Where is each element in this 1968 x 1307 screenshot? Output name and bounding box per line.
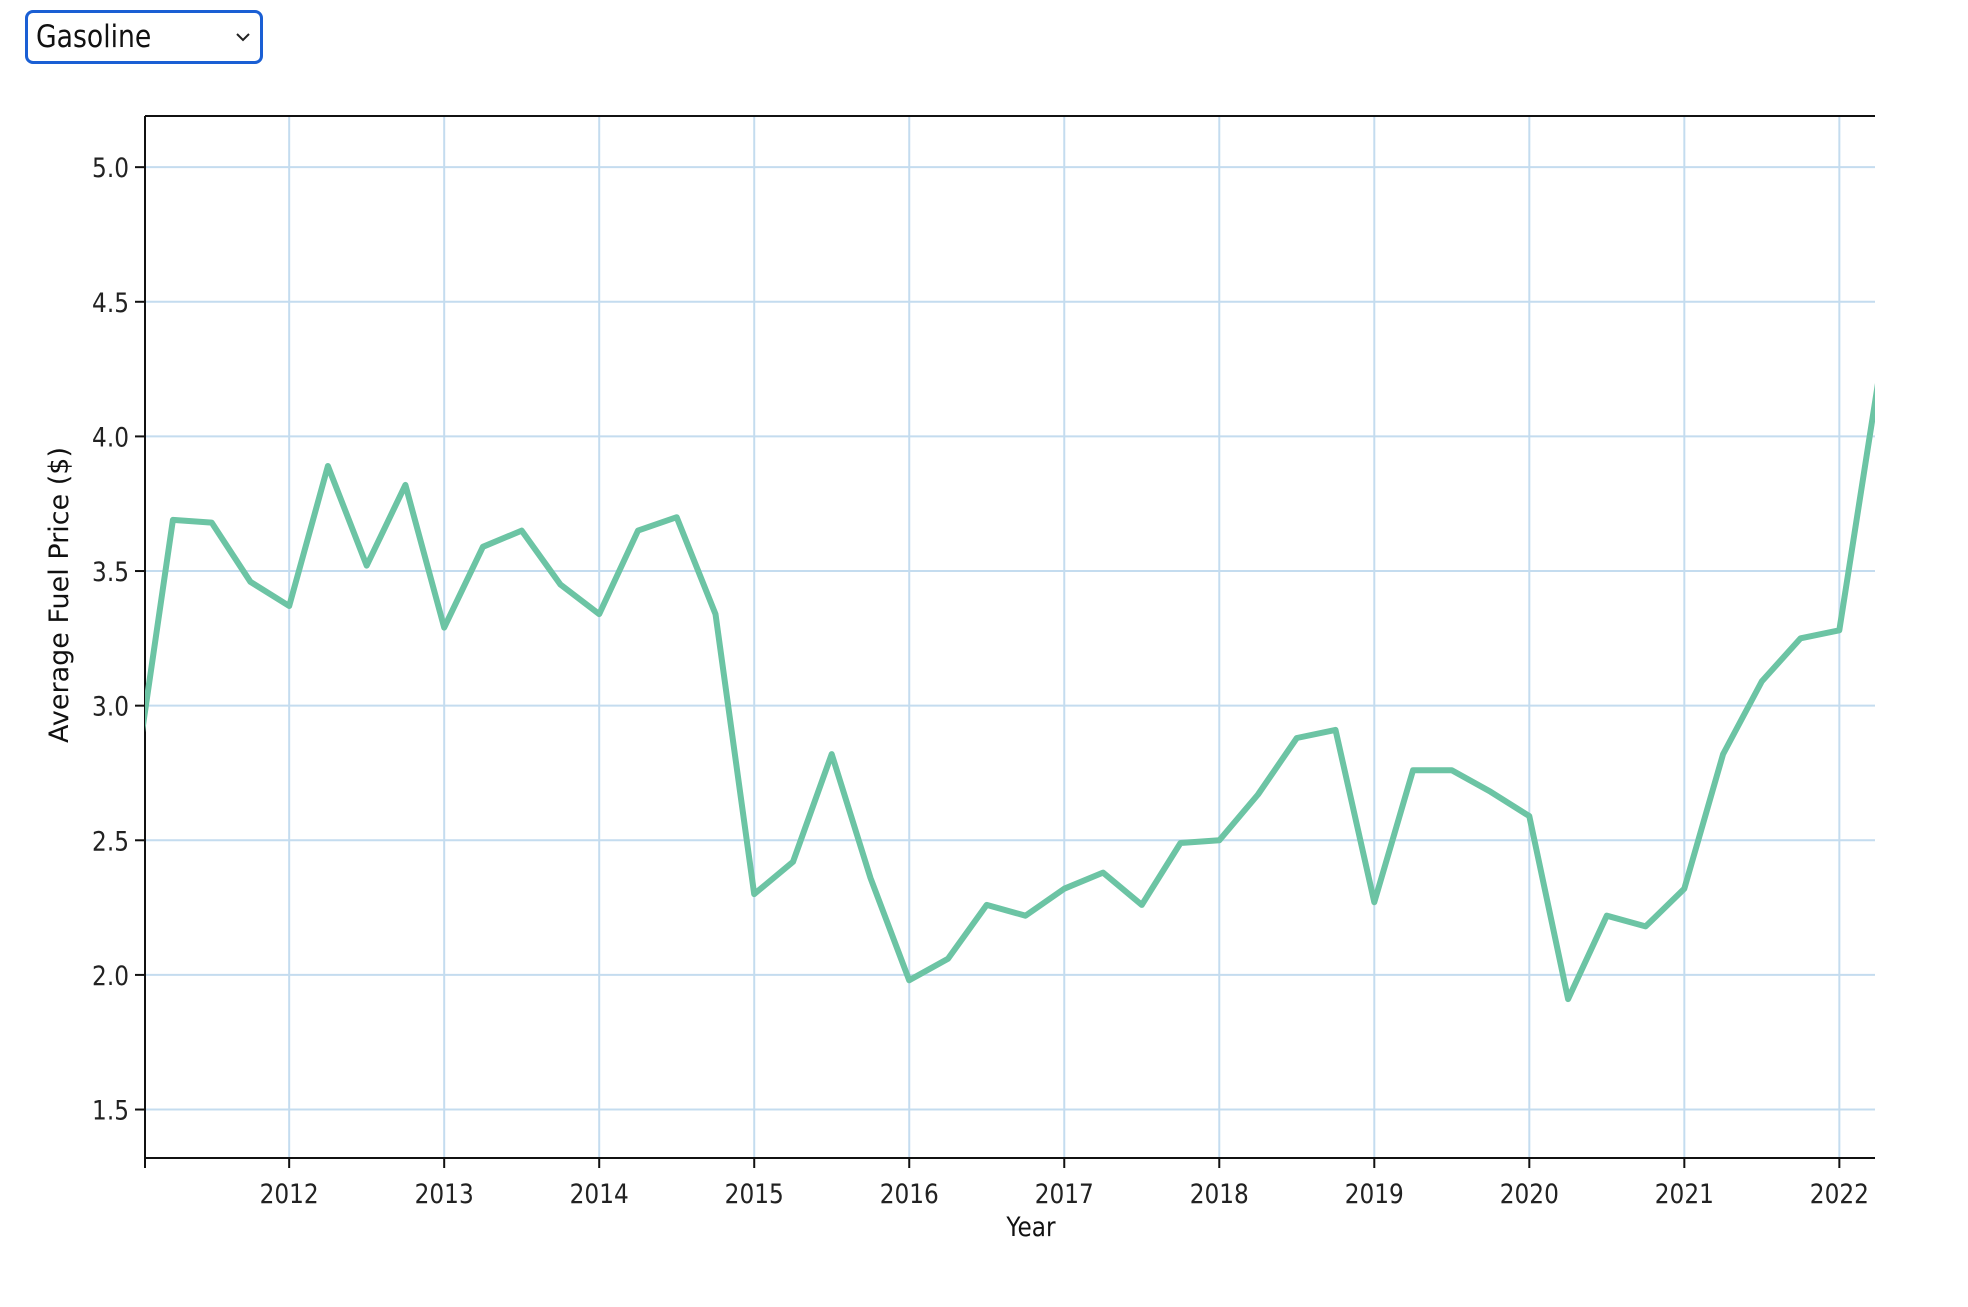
fuel-type-select-value: Gasoline: [36, 19, 152, 55]
y-axis-title: Average Fuel Price ($): [44, 447, 75, 743]
x-tick-label: 2012: [260, 1178, 319, 1209]
y-tick-label: 4.0: [92, 422, 129, 453]
y-tick-label: 3.0: [92, 691, 129, 722]
y-axis-ticks: 1.5 2.0 2.5 3.0 3.5 4.0 4.5 5.0: [92, 152, 145, 1126]
axes: [144, 115, 1875, 1159]
x-gridlines: [288, 116, 1841, 1158]
y-tick-label: 5.0: [92, 152, 129, 183]
y-tick-label: 3.5: [92, 556, 129, 587]
y-tick-label: 1.5: [92, 1095, 129, 1126]
x-tick-label: 2017: [1035, 1178, 1094, 1209]
x-tick-label: 2016: [880, 1178, 939, 1209]
x-tick-label: 2014: [570, 1178, 629, 1209]
fuel-type-select[interactable]: Gasoline: [25, 10, 263, 64]
x-axis-ticks: 2012 2013 2014 2015 2016 2017 2018 2019 2020 2021…: [144, 1158, 1869, 1209]
series-layer: [145, 383, 1875, 1003]
x-tick-label: 2022: [1810, 1178, 1869, 1209]
x-tick-label: 2018: [1190, 1178, 1249, 1209]
x-tick-label: 2019: [1345, 1178, 1404, 1209]
x-axis-title: Year: [1006, 1211, 1057, 1242]
y-tick-label: 4.5: [92, 287, 129, 318]
chevron-down-icon: [236, 33, 250, 42]
y-gridlines: [145, 166, 1875, 1111]
y-tick-label: 2.0: [92, 960, 129, 991]
x-tick-label: 2013: [415, 1178, 474, 1209]
x-tick-label: 2020: [1500, 1178, 1559, 1209]
x-tick-label: 2021: [1655, 1178, 1714, 1209]
x-tick-label: 2015: [725, 1178, 784, 1209]
y-tick-label: 2.5: [92, 826, 129, 857]
series-line: [145, 383, 1875, 1003]
